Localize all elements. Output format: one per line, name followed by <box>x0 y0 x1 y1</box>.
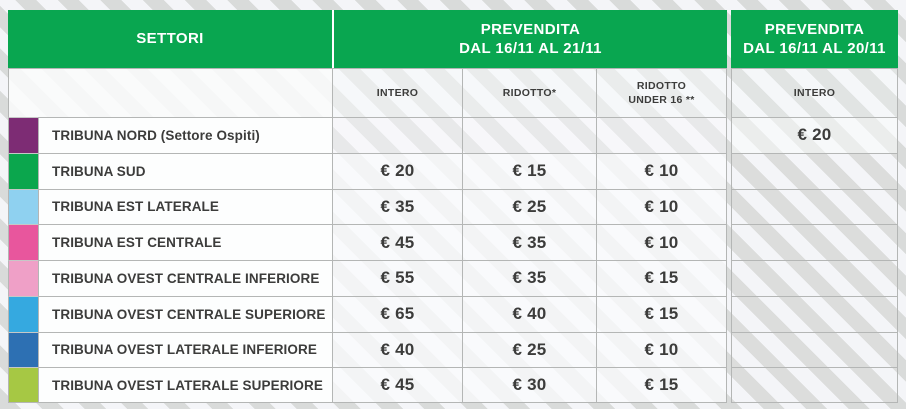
price-ridotto-under16: € 15 <box>596 367 727 403</box>
header-prevendita-right: PREVENDITA DAL 16/11 AL 20/11 <box>731 10 898 68</box>
price-intero: € 45 <box>332 224 462 260</box>
subheader-ridotto-under16-line1: RIDOTTO <box>636 79 687 92</box>
sector-color-swatch <box>8 117 38 153</box>
subheader-ridotto: RIDOTTO* <box>462 68 596 117</box>
header-prevendita-main-title: PREVENDITA <box>480 20 581 38</box>
price-ridotto: € 25 <box>462 331 596 368</box>
sector-name: TRIBUNA EST CENTRALE <box>38 224 332 260</box>
price-prevendita-right: € 20 <box>731 117 898 153</box>
subheader-empty <box>8 68 332 117</box>
sector-color-swatch <box>8 367 38 403</box>
price-ridotto-under16: € 10 <box>596 331 727 368</box>
price-prevendita-right <box>731 224 898 260</box>
price-ridotto: € 35 <box>462 224 596 260</box>
sector-name: TRIBUNA OVEST CENTRALE SUPERIORE <box>38 295 332 332</box>
price-ridotto-under16 <box>596 117 727 153</box>
header-prevendita-right-title: PREVENDITA <box>764 20 865 38</box>
sector-name: TRIBUNA OVEST LATERALE SUPERIORE <box>38 367 332 403</box>
subheader-intero-right: INTERO <box>731 68 898 117</box>
sector-name: TRIBUNA EST LATERALE <box>38 188 332 225</box>
sector-color-swatch <box>8 152 38 189</box>
price-prevendita-right <box>731 367 898 403</box>
sector-color-swatch <box>8 295 38 332</box>
sector-name: TRIBUNA SUD <box>38 152 332 189</box>
price-intero: € 40 <box>332 331 462 368</box>
header-prevendita-main-dates: DAL 16/11 AL 21/11 <box>459 40 602 57</box>
prevendita-price-table: SETTORI PREVENDITA DAL 16/11 AL 21/11 PR… <box>8 10 898 403</box>
price-ridotto-under16: € 15 <box>596 295 727 332</box>
price-prevendita-right <box>731 152 898 189</box>
header-settori-label: SETTORI <box>136 30 204 48</box>
sector-name: TRIBUNA NORD (Settore Ospiti) <box>38 117 332 153</box>
sector-color-swatch <box>8 260 38 296</box>
header-prevendita-main: PREVENDITA DAL 16/11 AL 21/11 <box>332 10 727 68</box>
price-intero: € 55 <box>332 260 462 296</box>
price-prevendita-right <box>731 295 898 332</box>
price-intero: € 65 <box>332 295 462 332</box>
price-prevendita-right <box>731 331 898 368</box>
price-ridotto: € 30 <box>462 367 596 403</box>
price-ridotto: € 35 <box>462 260 596 296</box>
header-settori: SETTORI <box>8 10 332 68</box>
price-intero: € 20 <box>332 152 462 189</box>
sector-color-swatch <box>8 188 38 225</box>
price-ridotto-under16: € 15 <box>596 260 727 296</box>
price-ridotto <box>462 117 596 153</box>
sector-color-swatch <box>8 224 38 260</box>
subheader-ridotto-under16: RIDOTTO UNDER 16 ** <box>596 68 727 117</box>
price-ridotto: € 40 <box>462 295 596 332</box>
price-prevendita-right <box>731 260 898 296</box>
price-ridotto-under16: € 10 <box>596 224 727 260</box>
subheader-intero: INTERO <box>332 68 462 117</box>
price-ridotto-under16: € 10 <box>596 152 727 189</box>
price-intero <box>332 117 462 153</box>
price-ridotto: € 25 <box>462 188 596 225</box>
subheader-ridotto-under16-line2: UNDER 16 ** <box>628 94 695 106</box>
price-ridotto-under16: € 10 <box>596 188 727 225</box>
price-prevendita-right <box>731 188 898 225</box>
sector-name: TRIBUNA OVEST CENTRALE INFERIORE <box>38 260 332 296</box>
sector-color-swatch <box>8 331 38 368</box>
sector-name: TRIBUNA OVEST LATERALE INFERIORE <box>38 331 332 368</box>
header-prevendita-right-dates: DAL 16/11 AL 20/11 <box>743 40 886 57</box>
price-ridotto: € 15 <box>462 152 596 189</box>
price-intero: € 35 <box>332 188 462 225</box>
price-intero: € 45 <box>332 367 462 403</box>
